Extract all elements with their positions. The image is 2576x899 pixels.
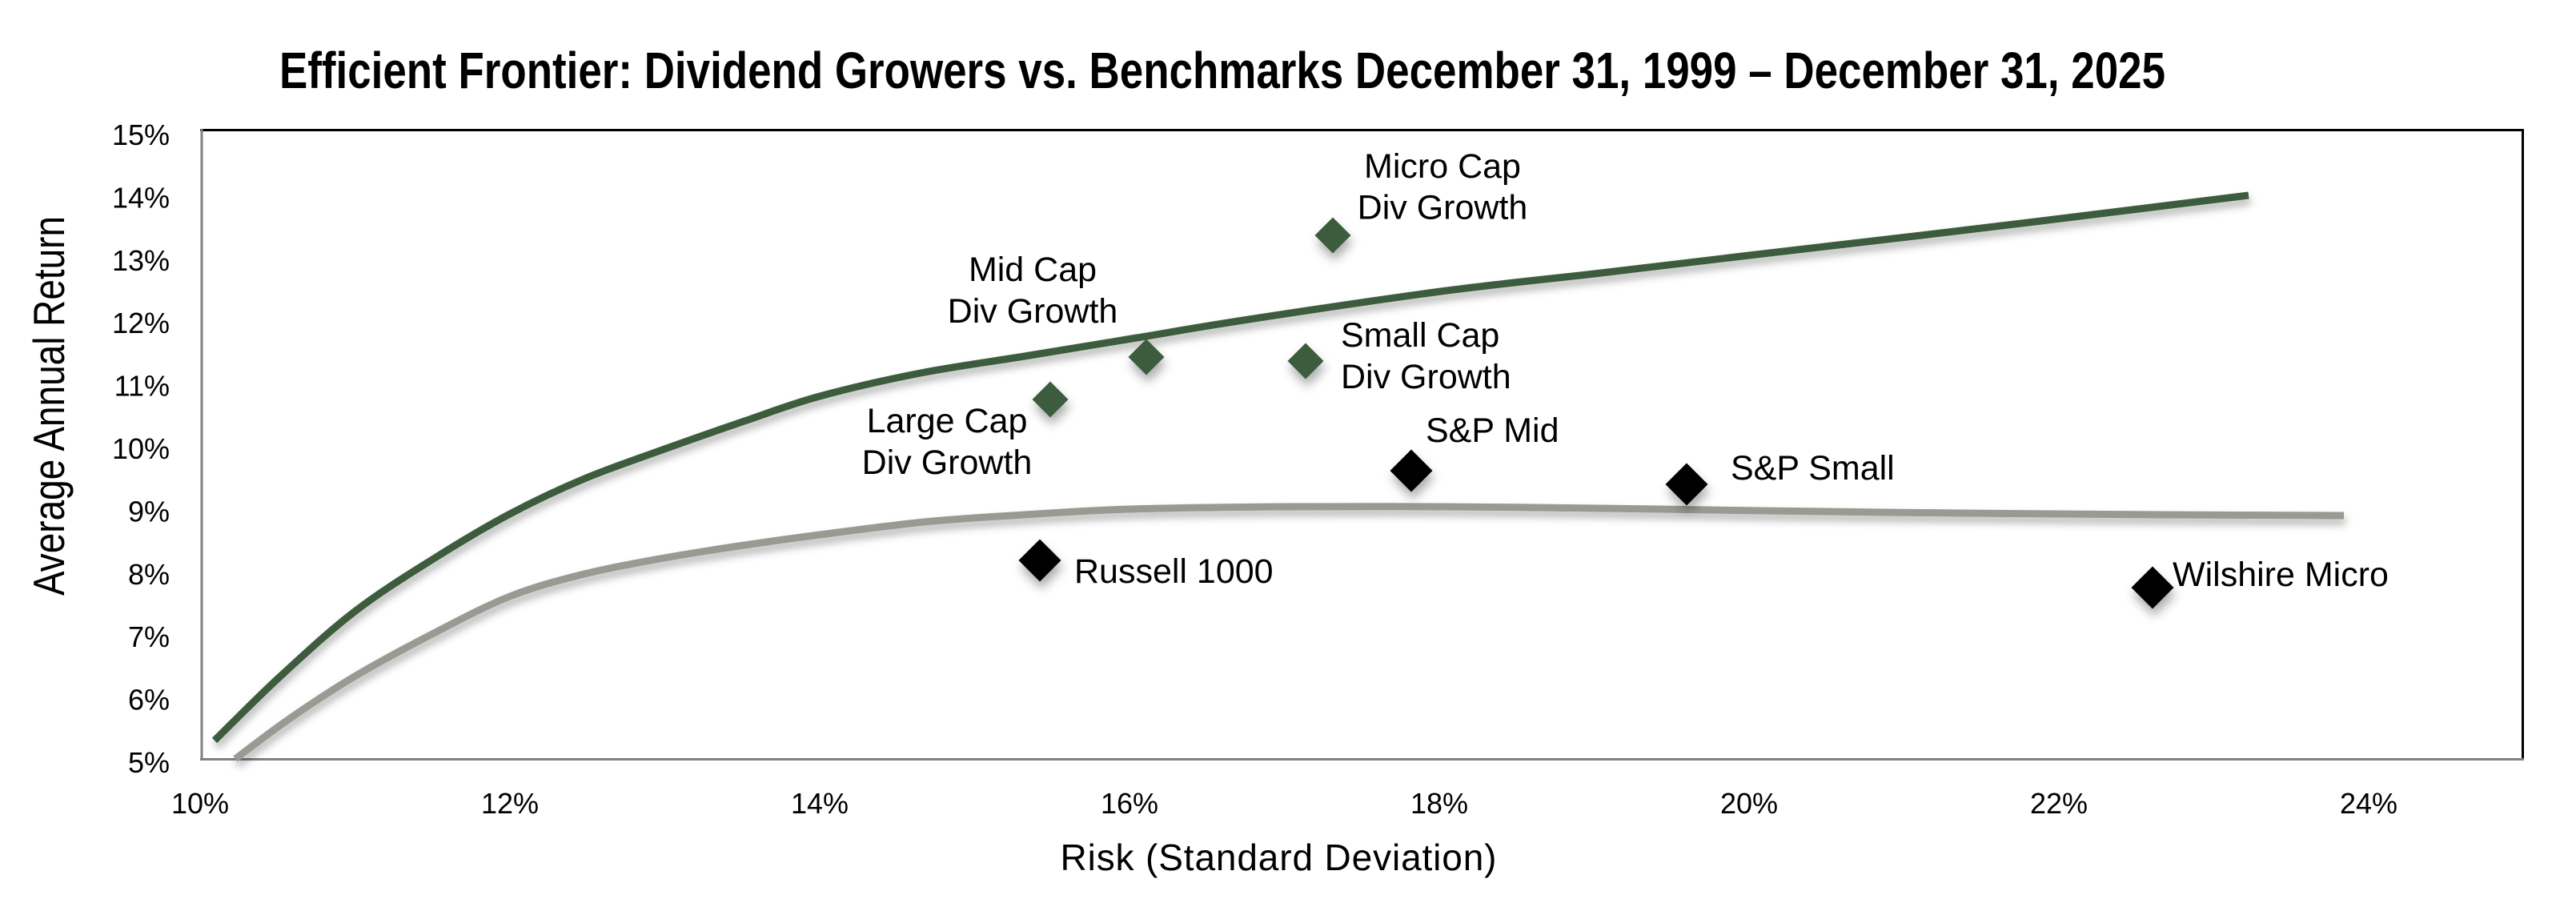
svg-text:10%: 10% bbox=[112, 432, 170, 465]
svg-text:24%: 24% bbox=[2340, 787, 2397, 820]
svg-text:16%: 16% bbox=[1101, 787, 1158, 820]
svg-text:11%: 11% bbox=[114, 370, 170, 403]
svg-text:7%: 7% bbox=[128, 620, 170, 653]
svg-text:Wilshire Micro: Wilshire Micro bbox=[2173, 556, 2389, 594]
svg-text:14%: 14% bbox=[112, 181, 170, 214]
svg-text:15%: 15% bbox=[112, 118, 170, 151]
svg-text:14%: 14% bbox=[791, 787, 849, 820]
svg-text:Efficient Frontier: Dividend G: Efficient Frontier: Dividend Growers vs.… bbox=[279, 42, 2165, 99]
svg-text:18%: 18% bbox=[1410, 787, 1468, 820]
svg-text:6%: 6% bbox=[128, 684, 170, 716]
svg-text:Average Annual Return: Average Annual Return bbox=[24, 216, 74, 596]
svg-text:Div Growth: Div Growth bbox=[948, 292, 1118, 331]
svg-text:Div Growth: Div Growth bbox=[862, 443, 1033, 482]
svg-text:5%: 5% bbox=[128, 746, 170, 779]
svg-text:S&P Mid: S&P Mid bbox=[1426, 411, 1559, 450]
svg-text:Div Growth: Div Growth bbox=[1341, 358, 1511, 396]
svg-text:20%: 20% bbox=[1720, 787, 1778, 820]
svg-text:Small Cap: Small Cap bbox=[1341, 316, 1499, 355]
svg-text:Mid Cap: Mid Cap bbox=[969, 251, 1097, 289]
svg-text:Div Growth: Div Growth bbox=[1358, 189, 1528, 227]
svg-text:12%: 12% bbox=[112, 307, 170, 339]
svg-text:22%: 22% bbox=[2030, 787, 2088, 820]
svg-text:8%: 8% bbox=[128, 558, 170, 591]
svg-text:Large Cap: Large Cap bbox=[867, 402, 1028, 440]
svg-text:Risk (Standard Deviation): Risk (Standard Deviation) bbox=[1061, 837, 1497, 878]
svg-text:10%: 10% bbox=[171, 787, 229, 820]
svg-text:Russell 1000: Russell 1000 bbox=[1074, 552, 1274, 591]
svg-text:S&P Small: S&P Small bbox=[1731, 449, 1895, 488]
svg-text:Micro Cap: Micro Cap bbox=[1364, 147, 1521, 186]
svg-text:13%: 13% bbox=[112, 244, 170, 277]
svg-text:12%: 12% bbox=[481, 787, 539, 820]
svg-text:9%: 9% bbox=[128, 495, 170, 528]
